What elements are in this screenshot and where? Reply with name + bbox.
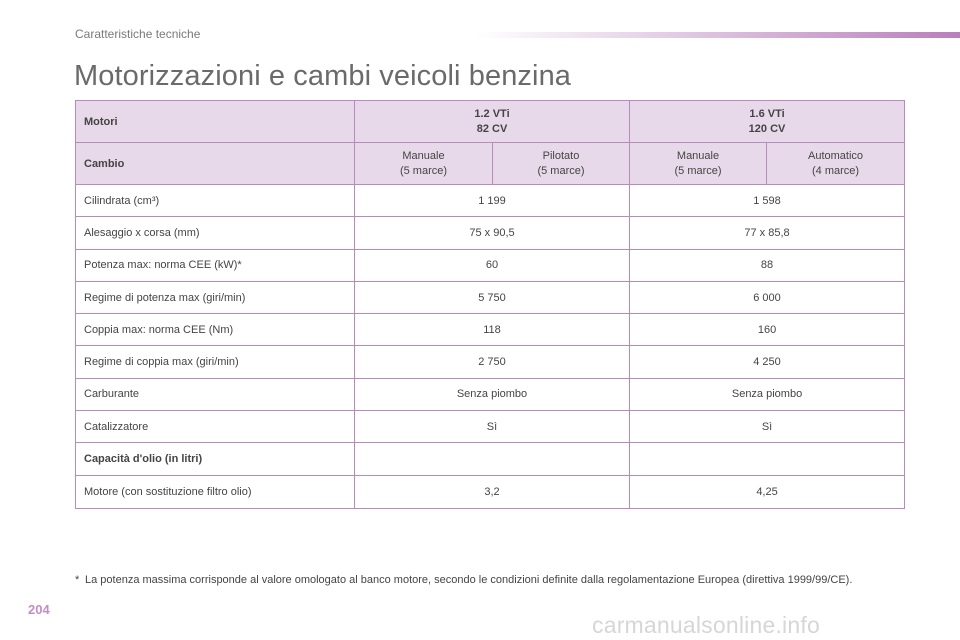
table-row: Regime di potenza max (giri/min) 5 750 6… [75,280,906,315]
gearbox-4-detail: (4 marce) [811,164,860,177]
engine-2-header: 1.6 VTi 120 CV [629,100,906,143]
engine-2-name: 1.6 VTi [749,107,785,120]
engines-header-row: Motori 1.2 VTi 82 CV 1.6 VTi 120 CV [75,100,906,143]
engine-spec-table: Motori 1.2 VTi 82 CV 1.6 VTi 120 CV Camb… [75,100,906,510]
section-header: Caratteristiche tecniche [75,27,201,41]
watermark: carmanualsonline.info [592,612,820,638]
row-value-engine-2: 1 598 [629,183,906,218]
table-row: Coppia max: norma CEE (Nm) 118 160 [75,313,906,347]
row-value-engine-1: 2 750 [353,345,631,379]
gearbox-label: Cambio [75,142,355,185]
gearbox-1-name: Manuale [402,149,445,162]
oil-empty-cell [353,442,631,477]
page-number: 204 [28,602,50,617]
footnote: * La potenza massima corrisponde al valo… [75,572,895,588]
table-row: Cilindrata (cm³) 1 199 1 598 [75,183,906,218]
header-decoration-bar [475,32,960,38]
row-value-engine-1: 3,2 [353,475,631,510]
row-value-engine-2: 77 x 85,8 [629,216,906,250]
engines-label: Motori [75,100,355,143]
spec-rows: Cilindrata (cm³) 1 199 1 598 Alesaggio x… [75,183,906,444]
gearbox-4: Automatico (4 marce) [766,142,906,185]
row-value-engine-2: 4,25 [629,475,906,510]
gearbox-3-name: Manuale [676,149,720,162]
table-row: Catalizzatore Sì Sì [75,410,906,444]
gearbox-3-detail: (5 marce) [674,164,722,177]
engine-1-header: 1.2 VTi 82 CV [353,100,631,143]
row-value-engine-1: 118 [353,313,631,347]
table-row: Carburante Senza piombo Senza piombo [75,377,906,412]
row-value-engine-1: 60 [353,248,631,282]
gearbox-1-detail: (5 marce) [399,164,448,177]
row-value-engine-2: 160 [629,313,906,347]
row-value-engine-1: 5 750 [353,280,631,315]
gearbox-2-name: Pilotato [542,149,580,162]
oil-capacity-title: Capacità d'olio (in litri) [75,442,355,477]
gearbox-3: Manuale (5 marce) [629,142,768,185]
page-title: Motorizzazioni e cambi veicoli benzina [74,60,572,92]
engine-2-power: 120 CV [748,122,786,135]
engine-1-name: 1.2 VTi [474,107,510,120]
footnote-marker: * [75,574,80,586]
row-value-engine-2: Sì [629,410,906,444]
row-value-engine-2: 6 000 [629,280,906,315]
row-label: Motore (con sostituzione filtro olio) [75,475,355,510]
gearbox-4-name: Automatico [808,149,864,162]
row-label: Regime di coppia max (giri/min) [75,345,355,379]
gearbox-header-row: Cambio Manuale (5 marce) Pilotato (5 mar… [75,142,906,185]
row-value-engine-1: Sì [353,410,631,444]
table-row: Regime di coppia max (giri/min) 2 750 4 … [75,345,906,379]
row-value-engine-1: 75 x 90,5 [353,216,631,250]
gearbox-2: Pilotato (5 marce) [491,142,631,185]
row-label: Alesaggio x corsa (mm) [75,216,355,250]
row-label: Carburante [75,377,355,412]
row-value-engine-2: 88 [629,248,906,282]
row-label: Potenza max: norma CEE (kW)* [75,248,355,282]
gearbox-1: Manuale (5 marce) [354,142,493,185]
row-value-engine-1: Senza piombo [353,377,631,412]
row-label: Coppia max: norma CEE (Nm) [75,313,355,347]
row-label: Regime di potenza max (giri/min) [75,280,355,315]
row-label: Cilindrata (cm³) [75,183,355,218]
oil-capacity-title-row: Capacità d'olio (in litri) [75,442,906,477]
oil-empty-cell [629,442,906,477]
gearbox-2-detail: (5 marce) [537,164,585,177]
table-row: Alesaggio x corsa (mm) 75 x 90,5 77 x 85… [75,216,906,250]
table-row: Potenza max: norma CEE (kW)* 60 88 [75,248,906,282]
row-label: Catalizzatore [75,410,355,444]
engine-1-power: 82 CV [476,122,508,135]
row-value-engine-2: 4 250 [629,345,906,379]
oil-capacity-section: Capacità d'olio (in litri) Motore (con s… [75,442,906,510]
row-value-engine-2: Senza piombo [629,377,906,412]
row-value-engine-1: 1 199 [353,183,631,218]
footnote-text: La potenza massima corrisponde al valore… [85,574,853,586]
table-row: Motore (con sostituzione filtro olio) 3,… [75,475,906,510]
